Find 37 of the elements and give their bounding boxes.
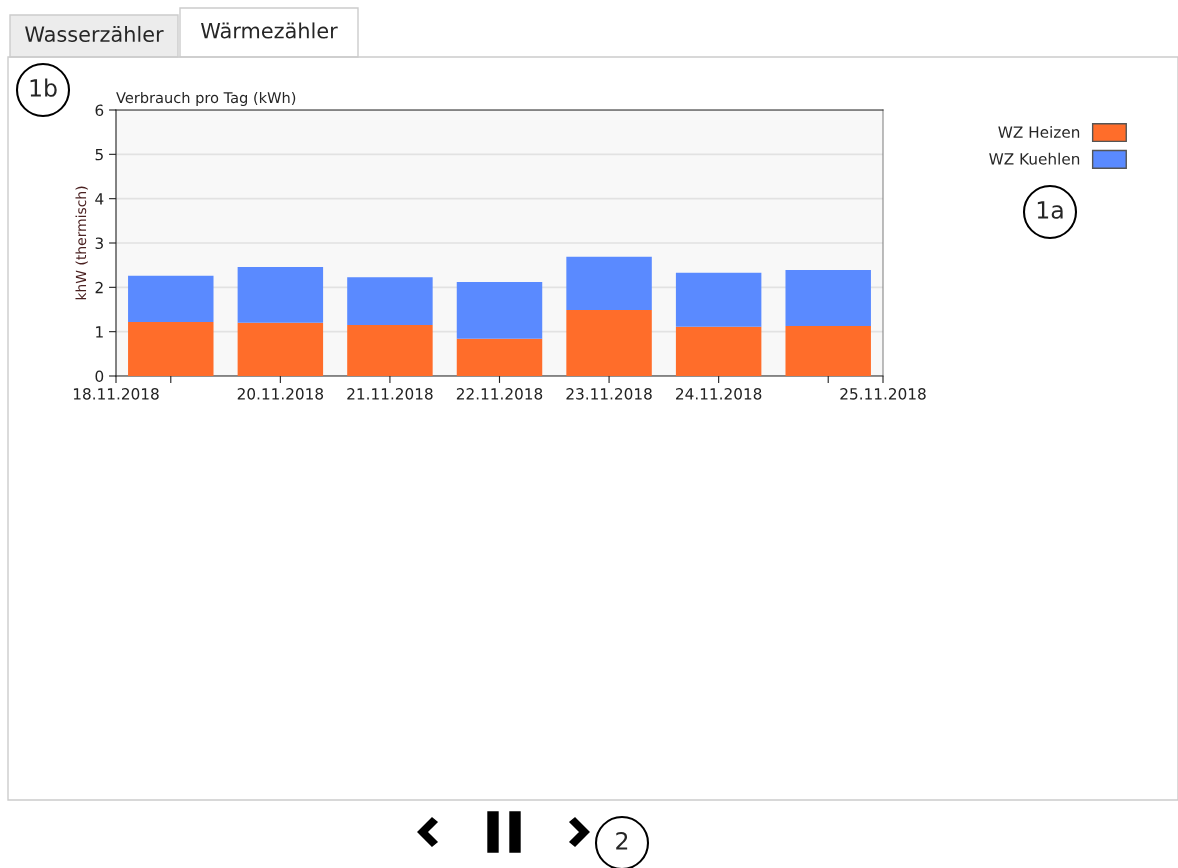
bar bbox=[456, 338, 543, 376]
x-tick-label: 18.11.2018 bbox=[73, 388, 159, 400]
bar bbox=[456, 282, 543, 339]
y-tick-label: 1 bbox=[96, 326, 103, 338]
bar bbox=[128, 321, 214, 376]
y-tick-label: 5 bbox=[95, 149, 103, 161]
y-tick-label: 4 bbox=[95, 193, 104, 205]
legend-label: WZ Kuehlen bbox=[989, 152, 1080, 165]
text: 2 bbox=[616, 831, 628, 850]
chart-title: Verbrauch pro Tag (kWh) bbox=[116, 91, 296, 107]
x-tick-label: 25.11.2018 bbox=[840, 388, 926, 400]
y-tick-label: 6 bbox=[95, 104, 104, 117]
x-tick-label: 21.11.2018 bbox=[347, 388, 433, 400]
bar bbox=[785, 325, 871, 376]
text: Wärmezähler bbox=[200, 22, 338, 39]
bar bbox=[675, 326, 762, 376]
text: 1b bbox=[30, 78, 57, 97]
text: 1a bbox=[1037, 201, 1063, 219]
bar bbox=[785, 270, 871, 326]
y-tick-label: 3 bbox=[95, 237, 103, 250]
bar bbox=[347, 277, 433, 326]
legend-label: WZ Heizen bbox=[998, 126, 1080, 138]
bar bbox=[237, 266, 324, 323]
bar bbox=[566, 256, 652, 310]
y-axis-title: khW (thermisch) bbox=[75, 186, 88, 300]
text: Wasserzähler bbox=[25, 25, 164, 43]
x-tick-label: 20.11.2018 bbox=[237, 388, 324, 400]
y-tick-label: 0 bbox=[95, 370, 104, 383]
bar bbox=[675, 272, 762, 327]
bar bbox=[237, 322, 324, 376]
y-tick-label: 2 bbox=[95, 281, 103, 294]
bar bbox=[128, 275, 214, 322]
bar bbox=[347, 325, 433, 376]
bar bbox=[566, 309, 652, 376]
x-tick-label: 22.11.2018 bbox=[456, 388, 543, 400]
x-tick-label: 24.11.2018 bbox=[676, 388, 762, 400]
x-tick-label: 23.11.2018 bbox=[566, 388, 652, 400]
